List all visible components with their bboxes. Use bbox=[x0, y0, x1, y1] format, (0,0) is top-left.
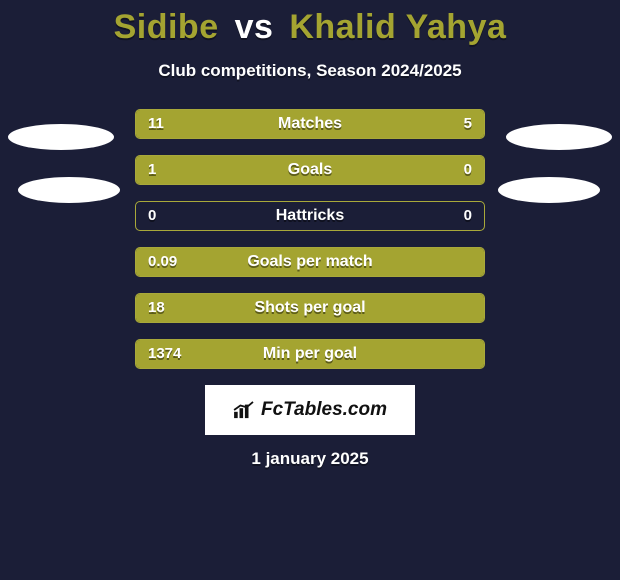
stat-row: 10Goals bbox=[135, 155, 485, 185]
player2-avatar-placeholder bbox=[506, 124, 612, 150]
stat-row: 1374Min per goal bbox=[135, 339, 485, 369]
subtitle: Club competitions, Season 2024/2025 bbox=[0, 61, 620, 81]
stat-rows: 115Matches 10Goals 0 0Hattricks 0.09Goals pe… bbox=[135, 109, 485, 369]
stat-value-left: 0 bbox=[136, 202, 168, 230]
player1-name: Sidibe bbox=[114, 8, 219, 46]
stat-row: 115Matches bbox=[135, 109, 485, 139]
comparison-title: Sidibe vs Khalid Yahya bbox=[0, 0, 620, 47]
stat-bar-left bbox=[136, 110, 363, 138]
stat-bar-left bbox=[136, 248, 484, 276]
brand-text: FcTables.com bbox=[261, 399, 387, 421]
stat-bar-left bbox=[136, 156, 394, 184]
stat-label: Hattricks bbox=[136, 202, 484, 230]
date-label: 1 january 2025 bbox=[0, 449, 620, 469]
player2-avatar-placeholder-2 bbox=[498, 177, 600, 203]
stat-row: 0.09Goals per match bbox=[135, 247, 485, 277]
stat-row: 0 0Hattricks bbox=[135, 201, 485, 231]
brand-chart-icon bbox=[233, 401, 255, 419]
player2-name: Khalid Yahya bbox=[289, 8, 506, 46]
stat-bar-right bbox=[394, 156, 484, 184]
player1-avatar-placeholder-2 bbox=[18, 177, 120, 203]
stat-row: 18Shots per goal bbox=[135, 293, 485, 323]
stat-bar-left bbox=[136, 294, 484, 322]
vs-label: vs bbox=[229, 8, 280, 46]
stat-bar-right bbox=[363, 110, 484, 138]
brand-badge[interactable]: FcTables.com bbox=[205, 385, 415, 435]
stat-bar-left bbox=[136, 340, 484, 368]
player1-avatar-placeholder bbox=[8, 124, 114, 150]
stat-value-right: 0 bbox=[452, 202, 484, 230]
